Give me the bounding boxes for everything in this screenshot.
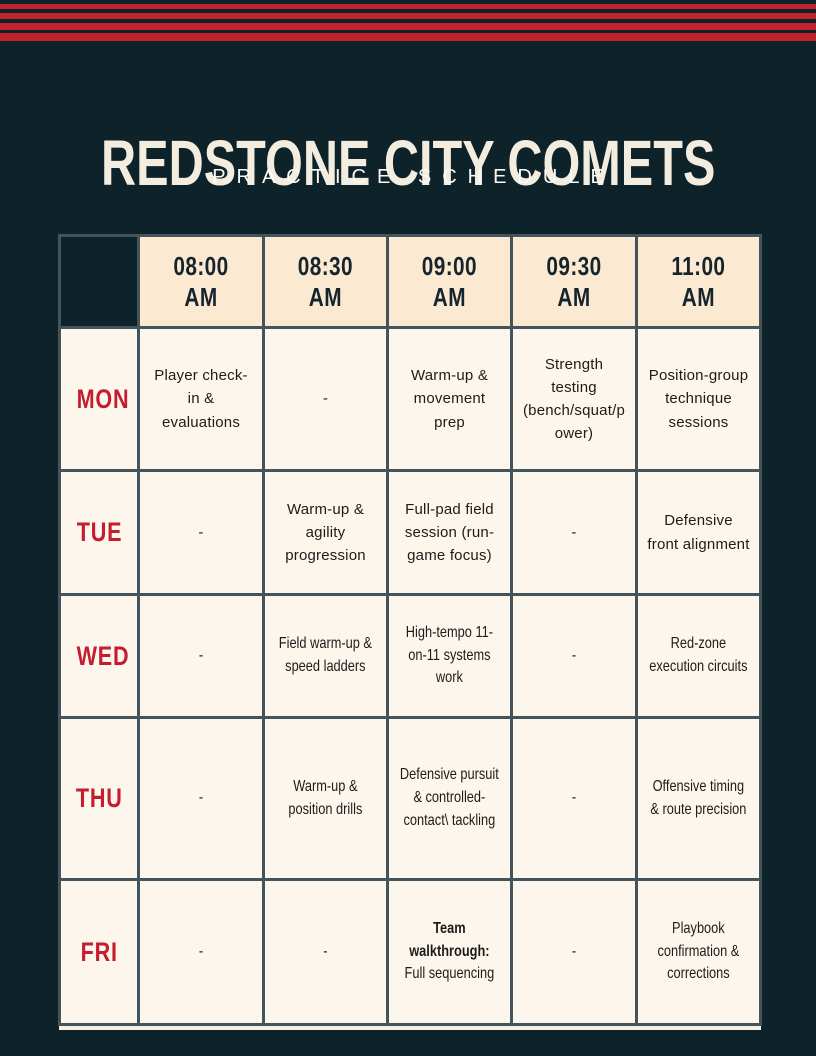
cell-text: - bbox=[571, 646, 577, 664]
cell-thu-0800: - bbox=[137, 716, 265, 881]
cell-wed-0930: - bbox=[510, 593, 638, 719]
day-cell-tue: TUE bbox=[58, 469, 140, 596]
cell-text: - bbox=[571, 789, 577, 807]
cell-thu-0900: Defensive pursuit & controlled-contact\ … bbox=[386, 716, 513, 881]
cell-wed-0900: High-tempo 11-on-11 systems work bbox=[386, 593, 513, 719]
cell-tue-0800: - bbox=[137, 469, 265, 596]
cell-fri-0900: Team walkthrough: Full sequencing bbox=[386, 878, 513, 1026]
time-meridiem: AM bbox=[557, 281, 591, 312]
cell-mon-0830: - bbox=[262, 326, 389, 472]
schedule-row-wed: WED - Field warm-up & speed ladders High… bbox=[58, 593, 762, 719]
time-value: 11:00 bbox=[671, 250, 726, 281]
cell-text: - bbox=[571, 942, 577, 960]
day-label: WED bbox=[76, 640, 130, 671]
cell-thu-1100: Offensive timing & route precision bbox=[635, 716, 762, 881]
corner-empty-cell bbox=[58, 234, 140, 329]
time-header-0800: 08:00 AM bbox=[137, 234, 265, 329]
cell-text: - bbox=[323, 942, 328, 960]
top-stripes-decoration bbox=[0, 0, 816, 41]
time-value: 09:00 bbox=[421, 250, 478, 281]
cell-text: Red-zone execution circuits bbox=[649, 635, 748, 675]
page-subtitle: PRACTICE SCHEDULE bbox=[212, 166, 615, 188]
cell-tue-0900: Full-pad field session (run-game focus) bbox=[386, 469, 513, 596]
cell-text: High-tempo 11-on-11 systems work bbox=[405, 623, 494, 687]
practice-schedule-table: 08:00 AM 08:30 AM 09:00 AM 09:30 AM 11:00 AM … bbox=[58, 234, 762, 1026]
schedule-row-mon: MON Player check-in & evaluations - Warm… bbox=[58, 326, 762, 472]
cell-wed-1100: Red-zone execution circuits bbox=[635, 593, 762, 719]
cell-mon-1100: Position-group technique sessions bbox=[635, 326, 762, 472]
cell-tue-1100: Defensive front alignment bbox=[635, 469, 762, 596]
cell-text-bold: Team walkthrough: bbox=[409, 919, 490, 960]
cell-text: Defensive pursuit & controlled-contact\ … bbox=[400, 766, 499, 829]
time-header-0830: 08:30 AM bbox=[262, 234, 389, 329]
day-cell-fri: FRI bbox=[58, 878, 140, 1026]
cell-text: Offensive timing & route precision bbox=[650, 777, 747, 818]
schedule-row-fri: FRI - - Team walkthrough: Full sequencing… bbox=[58, 878, 762, 1026]
time-value: 09:30 bbox=[546, 250, 602, 281]
cell-text: Playbook confirmation & corrections bbox=[657, 919, 740, 983]
cell-thu-0830: Warm-up & position drills bbox=[262, 716, 389, 881]
time-header-1100: 11:00 AM bbox=[635, 234, 762, 329]
time-header-row: 08:00 AM 08:30 AM 09:00 AM 09:30 AM 11:00 AM bbox=[58, 234, 762, 329]
cell-fri-0800: - bbox=[137, 878, 265, 1026]
time-header-0930: 09:30 AM bbox=[510, 234, 638, 329]
time-meridiem: AM bbox=[432, 281, 467, 312]
day-label: FRI bbox=[80, 936, 118, 967]
day-cell-wed: WED bbox=[58, 593, 140, 719]
cell-mon-0930: Strength testing (bench/squat/power) bbox=[510, 326, 638, 472]
cell-text-rest: Full sequencing bbox=[404, 965, 495, 983]
cell-tue-0930: - bbox=[510, 469, 638, 596]
cell-wed-0830: Field warm-up & speed ladders bbox=[262, 593, 389, 719]
time-value: 08:30 bbox=[297, 250, 354, 281]
cell-tue-0830: Warm-up & agility progression bbox=[262, 469, 389, 596]
cell-fri-0830: - bbox=[262, 878, 389, 1026]
day-label: TUE bbox=[76, 517, 122, 547]
time-meridiem: AM bbox=[308, 281, 343, 312]
cell-fri-0930: - bbox=[510, 878, 638, 1026]
cell-mon-0800: Player check-in & evaluations bbox=[137, 326, 265, 472]
time-meridiem: AM bbox=[184, 281, 218, 312]
day-label: THU bbox=[75, 783, 123, 813]
cell-text: - bbox=[198, 646, 204, 664]
cell-fri-1100: Playbook confirmation & corrections bbox=[635, 878, 762, 1026]
cell-wed-0800: - bbox=[137, 593, 265, 719]
page-title-text: REDSTONE CITY COMETS bbox=[100, 126, 716, 199]
day-cell-mon: MON bbox=[58, 326, 140, 472]
schedule-row-thu: THU - Warm-up & position drills Defensiv… bbox=[58, 716, 762, 881]
day-label: MON bbox=[76, 383, 130, 414]
cell-text: - bbox=[198, 789, 204, 807]
cell-thu-0930: - bbox=[510, 716, 638, 881]
page-title: REDSTONE CITY COMETS bbox=[0, 131, 816, 195]
time-header-0900: 09:00 AM bbox=[386, 234, 513, 329]
cell-text: Warm-up & position drills bbox=[288, 777, 363, 818]
cell-text: Team walkthrough: Full sequencing bbox=[398, 918, 501, 986]
cell-text: - bbox=[198, 942, 204, 960]
day-cell-thu: THU bbox=[58, 716, 140, 881]
time-meridiem: AM bbox=[681, 281, 716, 312]
cell-mon-0900: Warm-up & movement prep bbox=[386, 326, 513, 472]
cell-text: Field warm-up & speed ladders bbox=[278, 635, 373, 675]
time-value: 08:00 bbox=[173, 250, 229, 281]
schedule-row-tue: TUE - Warm-up & agility progression Full… bbox=[58, 469, 762, 596]
